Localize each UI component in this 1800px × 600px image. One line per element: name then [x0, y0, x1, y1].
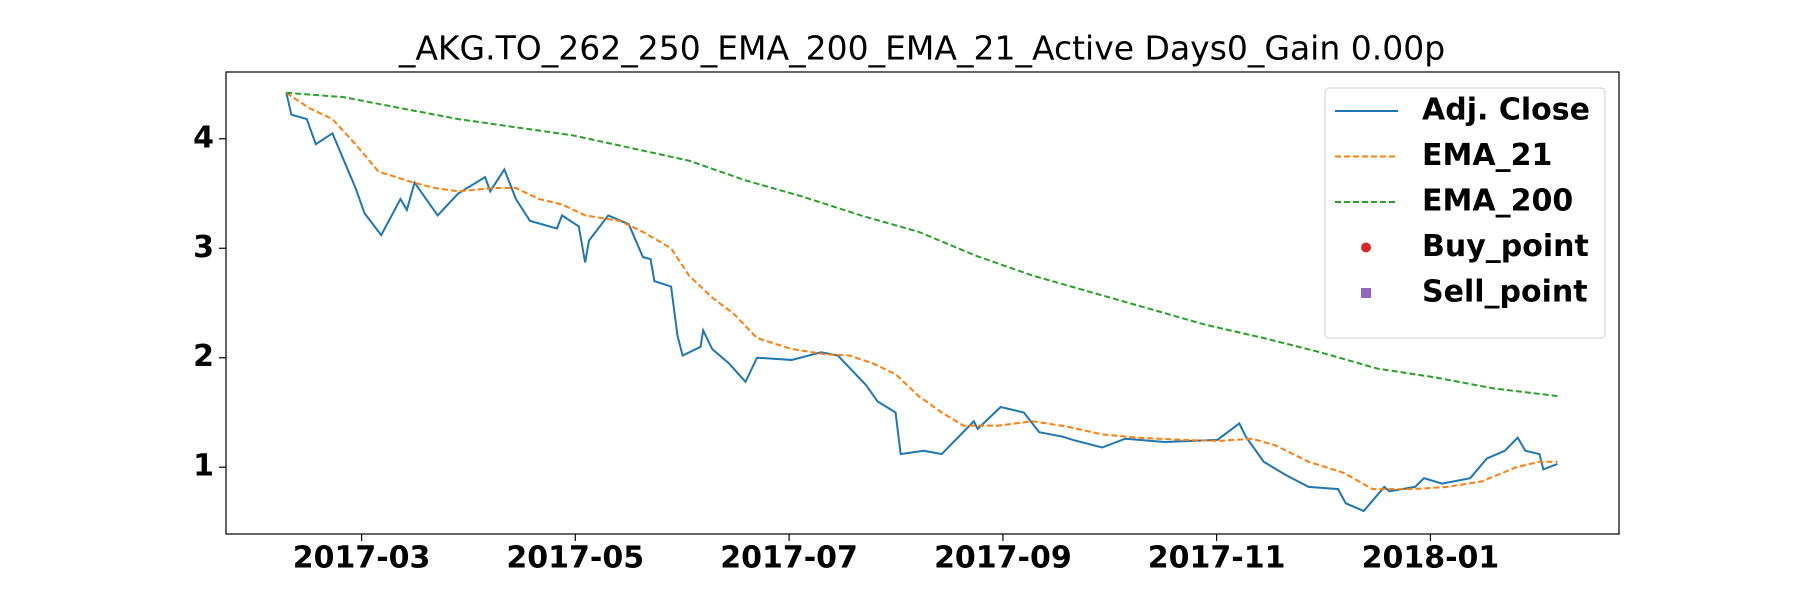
- x-tick-label: 2017-03: [293, 541, 431, 576]
- legend-label: Buy_point: [1422, 229, 1589, 264]
- legend-box: [1324, 87, 1606, 339]
- x-tick-label: 2017-09: [934, 541, 1072, 576]
- series-line: [285, 91, 1558, 491]
- legend-label: Sell_point: [1422, 275, 1588, 310]
- legend-marker: [1361, 288, 1371, 298]
- legend-label: Adj. Close: [1422, 93, 1590, 128]
- legend-label: EMA_21: [1422, 138, 1552, 173]
- legend-label: EMA_200: [1422, 184, 1573, 219]
- series-line: [286, 91, 1558, 398]
- x-tick-label: 2017-05: [506, 541, 644, 576]
- x-tick-label: 2018-01: [1362, 541, 1500, 576]
- x-tick-label: 2017-07: [720, 541, 858, 576]
- plot-frame: [225, 71, 1620, 535]
- y-tick-label: 3: [193, 230, 214, 265]
- legend-marker: [1361, 242, 1371, 253]
- y-tick-label: 1: [193, 449, 214, 484]
- y-tick-label: 2: [193, 339, 214, 374]
- chart-title: _AKG.TO_262_250_EMA_200_EMA_21_Active Da…: [398, 29, 1445, 68]
- y-tick-label: 4: [193, 120, 214, 155]
- x-tick-label: 2017-11: [1148, 541, 1286, 576]
